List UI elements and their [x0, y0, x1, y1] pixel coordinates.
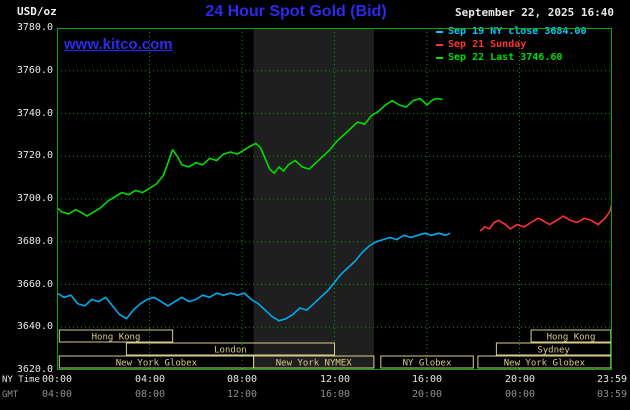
- chart-title: 24 Hour Spot Gold (Bid): [205, 3, 387, 20]
- y-tick-label: 3640.0: [16, 321, 53, 332]
- session-label: Sydney: [537, 346, 570, 356]
- price-series-sep19-ny-close: [56, 232, 451, 322]
- y-axis-units-label: USD/oz: [17, 5, 57, 18]
- x-tick-label-ny: 00:00: [41, 374, 73, 385]
- session-label: NY Globex: [403, 359, 452, 369]
- x-tick-label-gmt: 08:00: [134, 389, 166, 400]
- x-tick-label-gmt: 03:59: [596, 389, 628, 400]
- x-tick-label-ny: 20:00: [504, 374, 536, 385]
- legend-item-sep21-sunday: Sep 21 Sunday: [436, 38, 586, 51]
- legend: Sep 19 NY close 3684.00 Sep 21 Sunday Se…: [436, 25, 586, 64]
- session-label: Hong Kong: [92, 333, 141, 343]
- legend-label-sep22: Sep 22 Last 3746.60: [448, 52, 563, 63]
- x-tick-label-gmt: 12:00: [226, 389, 258, 400]
- session-label: New York NYMEX: [276, 359, 352, 369]
- session-box: [125, 342, 336, 356]
- kitco-website-link[interactable]: www.kitco.com: [64, 36, 173, 53]
- y-tick-label: 3660.0: [16, 279, 53, 290]
- y-tick-label: 3700.0: [16, 193, 53, 204]
- chart-canvas: Hong Kong Hong Kong London Sydney New York G…: [56, 28, 613, 370]
- red-dash-icon: [436, 43, 443, 46]
- session-box: [530, 329, 612, 343]
- x-tick-label-ny: 08:00: [226, 374, 258, 385]
- y-tick-label: 3720.0: [16, 150, 53, 161]
- cyan-dash-icon: [436, 30, 443, 33]
- legend-item-sep22-last: Sep 22 Last 3746.60: [436, 51, 586, 64]
- x-tick-label-gmt: 04:00: [41, 389, 73, 400]
- plot-area: Hong Kong Hong Kong London Sydney New York G…: [56, 28, 613, 370]
- legend-item-sep19-close: Sep 19 NY close 3684.00: [436, 25, 586, 38]
- y-tick-label: 3740.0: [16, 108, 53, 119]
- y-tick-label: 3760.0: [16, 65, 53, 76]
- datetime-label: September 22, 2025 16:40: [455, 6, 614, 19]
- price-series-sep21-sunday: [479, 205, 613, 232]
- legend-label-sep19: Sep 19 NY close 3684.00: [448, 26, 587, 37]
- y-tick-label: 3780.0: [16, 22, 53, 33]
- x-tick-label-ny: 12:00: [319, 374, 351, 385]
- legend-label-sep21: Sep 21 Sunday: [448, 39, 527, 50]
- x-tick-label-ny: 16:00: [411, 374, 443, 385]
- gmt-axis-label: GMT: [2, 390, 19, 400]
- session-label: New York Globex: [116, 359, 198, 369]
- y-tick-label: 3680.0: [16, 236, 53, 247]
- session-box: [380, 355, 474, 369]
- x-tick-label-ny: 23:59: [596, 374, 628, 385]
- session-label: New York Globex: [504, 359, 586, 369]
- green-dash-icon: [436, 56, 443, 59]
- session-box: [495, 342, 612, 356]
- session-box: [58, 329, 174, 343]
- x-tick-label-gmt: 20:00: [411, 389, 443, 400]
- session-box: [253, 355, 375, 369]
- x-tick-label-ny: 04:00: [134, 374, 166, 385]
- session-box: [477, 355, 612, 369]
- price-series-sep22-last: [56, 97, 443, 217]
- plot-border: [57, 28, 612, 370]
- session-label: London: [214, 346, 247, 356]
- ny-time-axis-label: NY Time: [2, 375, 40, 385]
- x-tick-label-gmt: 00:00: [504, 389, 536, 400]
- x-tick-label-gmt: 16:00: [319, 389, 351, 400]
- session-label: Hong Kong: [547, 333, 596, 343]
- y-tick-label: 3620.0: [16, 364, 53, 375]
